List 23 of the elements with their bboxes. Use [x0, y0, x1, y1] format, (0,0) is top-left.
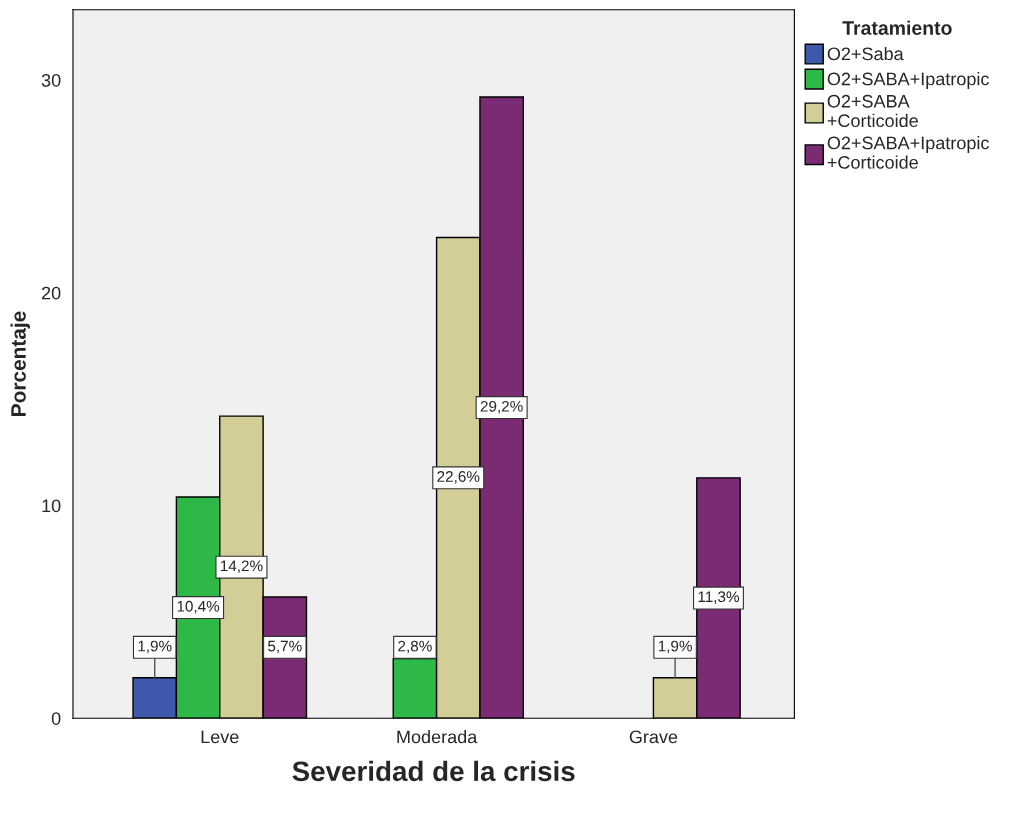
data-label: 1,9% — [658, 640, 692, 654]
y-tick-label: 30 — [41, 73, 61, 87]
x-tick-label: Moderada — [397, 730, 478, 744]
legend-label: O2+SABA +Corticoide — [827, 94, 918, 128]
y-tick-label: 0 — [51, 712, 61, 725]
x-axis-title: Severidad de la crisis — [292, 760, 575, 782]
data-label: 14,2% — [220, 560, 263, 574]
data-label: 1,9% — [138, 640, 172, 654]
data-label: 5,7% — [268, 640, 302, 654]
legend-label: O2+SABA+Ipatropic — [827, 72, 989, 89]
data-label: 29,2% — [480, 400, 523, 414]
y-tick-label: 20 — [41, 286, 61, 300]
legend-title: Tratamiento — [842, 20, 952, 35]
y-axis-title: Porcentaje — [10, 311, 30, 416]
y-tick-label: 10 — [42, 499, 61, 513]
data-label: 10,4% — [177, 600, 220, 614]
legend-label: O2+Saba — [827, 47, 904, 61]
data-label: 2,8% — [398, 640, 432, 654]
x-tick-label: Grave — [629, 730, 678, 744]
data-label: 22,6% — [437, 471, 480, 484]
x-tick-label: Leve — [201, 730, 239, 744]
data-label: 11,3% — [698, 591, 740, 604]
legend-label: O2+SABA+Ipatropic +Corticoide — [827, 136, 989, 169]
